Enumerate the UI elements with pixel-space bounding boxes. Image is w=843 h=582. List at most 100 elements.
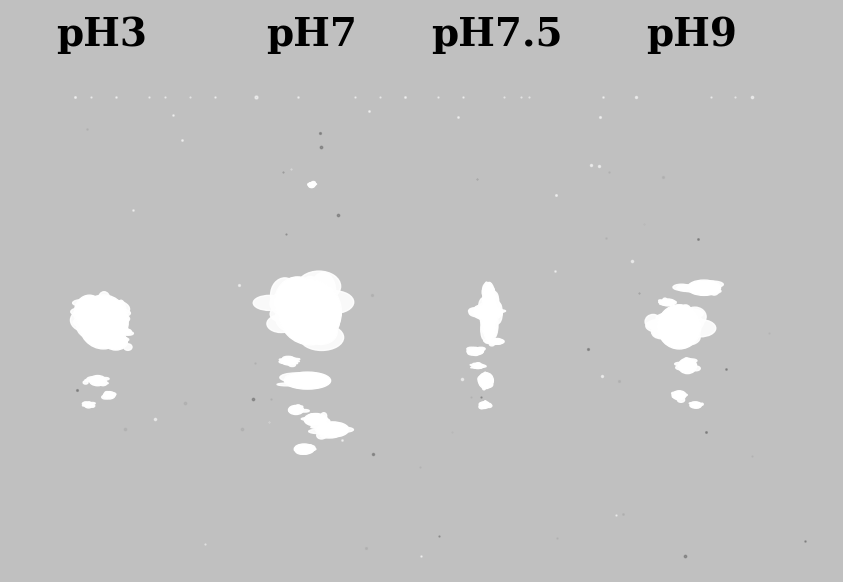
Ellipse shape	[293, 409, 299, 413]
Ellipse shape	[314, 329, 320, 342]
Ellipse shape	[480, 308, 496, 316]
Ellipse shape	[121, 330, 127, 331]
Ellipse shape	[316, 302, 333, 334]
Ellipse shape	[121, 332, 123, 335]
Ellipse shape	[701, 286, 712, 292]
Ellipse shape	[316, 331, 330, 344]
Ellipse shape	[95, 333, 117, 347]
Ellipse shape	[120, 329, 126, 332]
Ellipse shape	[298, 447, 304, 449]
Ellipse shape	[88, 402, 91, 404]
Ellipse shape	[109, 394, 111, 398]
Ellipse shape	[308, 414, 319, 419]
Ellipse shape	[88, 303, 105, 316]
Ellipse shape	[120, 331, 125, 333]
Ellipse shape	[92, 379, 100, 384]
Ellipse shape	[479, 365, 485, 366]
Ellipse shape	[483, 307, 490, 322]
Ellipse shape	[293, 406, 303, 407]
Ellipse shape	[482, 308, 494, 317]
Ellipse shape	[128, 330, 132, 333]
Ellipse shape	[311, 425, 335, 429]
Ellipse shape	[670, 317, 693, 329]
Ellipse shape	[81, 302, 89, 320]
Ellipse shape	[294, 407, 303, 411]
Ellipse shape	[660, 299, 675, 306]
Ellipse shape	[481, 404, 486, 407]
Ellipse shape	[486, 340, 497, 343]
Ellipse shape	[298, 271, 341, 301]
Ellipse shape	[677, 285, 695, 292]
Ellipse shape	[476, 364, 483, 367]
Ellipse shape	[95, 315, 114, 334]
Ellipse shape	[309, 429, 333, 434]
Ellipse shape	[285, 283, 312, 309]
Ellipse shape	[312, 423, 334, 428]
Ellipse shape	[479, 350, 483, 353]
Ellipse shape	[310, 272, 336, 308]
Ellipse shape	[470, 350, 480, 353]
Ellipse shape	[470, 309, 491, 317]
Ellipse shape	[89, 316, 107, 331]
Ellipse shape	[694, 402, 698, 404]
Ellipse shape	[285, 359, 293, 363]
Ellipse shape	[646, 319, 676, 333]
Ellipse shape	[474, 351, 481, 353]
Ellipse shape	[482, 311, 491, 318]
Ellipse shape	[289, 360, 295, 363]
Ellipse shape	[99, 381, 107, 385]
Ellipse shape	[99, 292, 110, 306]
Ellipse shape	[125, 332, 133, 335]
Ellipse shape	[684, 307, 706, 326]
Ellipse shape	[479, 372, 493, 389]
Ellipse shape	[481, 378, 491, 384]
Ellipse shape	[696, 288, 721, 294]
Ellipse shape	[301, 331, 319, 339]
Ellipse shape	[71, 308, 88, 315]
Ellipse shape	[311, 183, 313, 186]
Ellipse shape	[489, 306, 497, 326]
Ellipse shape	[79, 309, 86, 322]
Ellipse shape	[293, 406, 303, 410]
Ellipse shape	[301, 447, 308, 451]
Ellipse shape	[659, 300, 666, 303]
Ellipse shape	[480, 405, 487, 407]
Ellipse shape	[490, 340, 502, 342]
Ellipse shape	[107, 395, 115, 397]
Ellipse shape	[293, 298, 307, 310]
Ellipse shape	[481, 312, 490, 327]
Ellipse shape	[115, 343, 123, 346]
Ellipse shape	[270, 306, 298, 322]
Ellipse shape	[286, 363, 298, 364]
Ellipse shape	[309, 300, 336, 331]
Ellipse shape	[111, 327, 126, 333]
Ellipse shape	[104, 392, 115, 399]
Ellipse shape	[692, 406, 696, 407]
Ellipse shape	[293, 307, 314, 336]
Ellipse shape	[473, 352, 479, 356]
Ellipse shape	[293, 408, 301, 411]
Ellipse shape	[659, 326, 691, 339]
Ellipse shape	[690, 286, 712, 289]
Ellipse shape	[473, 304, 502, 320]
Ellipse shape	[109, 392, 115, 396]
Ellipse shape	[478, 379, 485, 384]
Ellipse shape	[679, 359, 696, 374]
Ellipse shape	[105, 336, 117, 346]
Ellipse shape	[299, 447, 307, 451]
Ellipse shape	[482, 283, 491, 296]
Ellipse shape	[321, 413, 327, 419]
Ellipse shape	[78, 295, 128, 349]
Ellipse shape	[294, 449, 308, 451]
Ellipse shape	[484, 295, 494, 322]
Ellipse shape	[681, 363, 690, 369]
Ellipse shape	[112, 335, 117, 344]
Ellipse shape	[312, 183, 316, 185]
Ellipse shape	[485, 321, 490, 331]
Ellipse shape	[287, 357, 292, 361]
Ellipse shape	[293, 312, 338, 327]
Ellipse shape	[676, 396, 682, 398]
Ellipse shape	[485, 309, 493, 317]
Ellipse shape	[74, 295, 105, 329]
Ellipse shape	[328, 427, 348, 430]
